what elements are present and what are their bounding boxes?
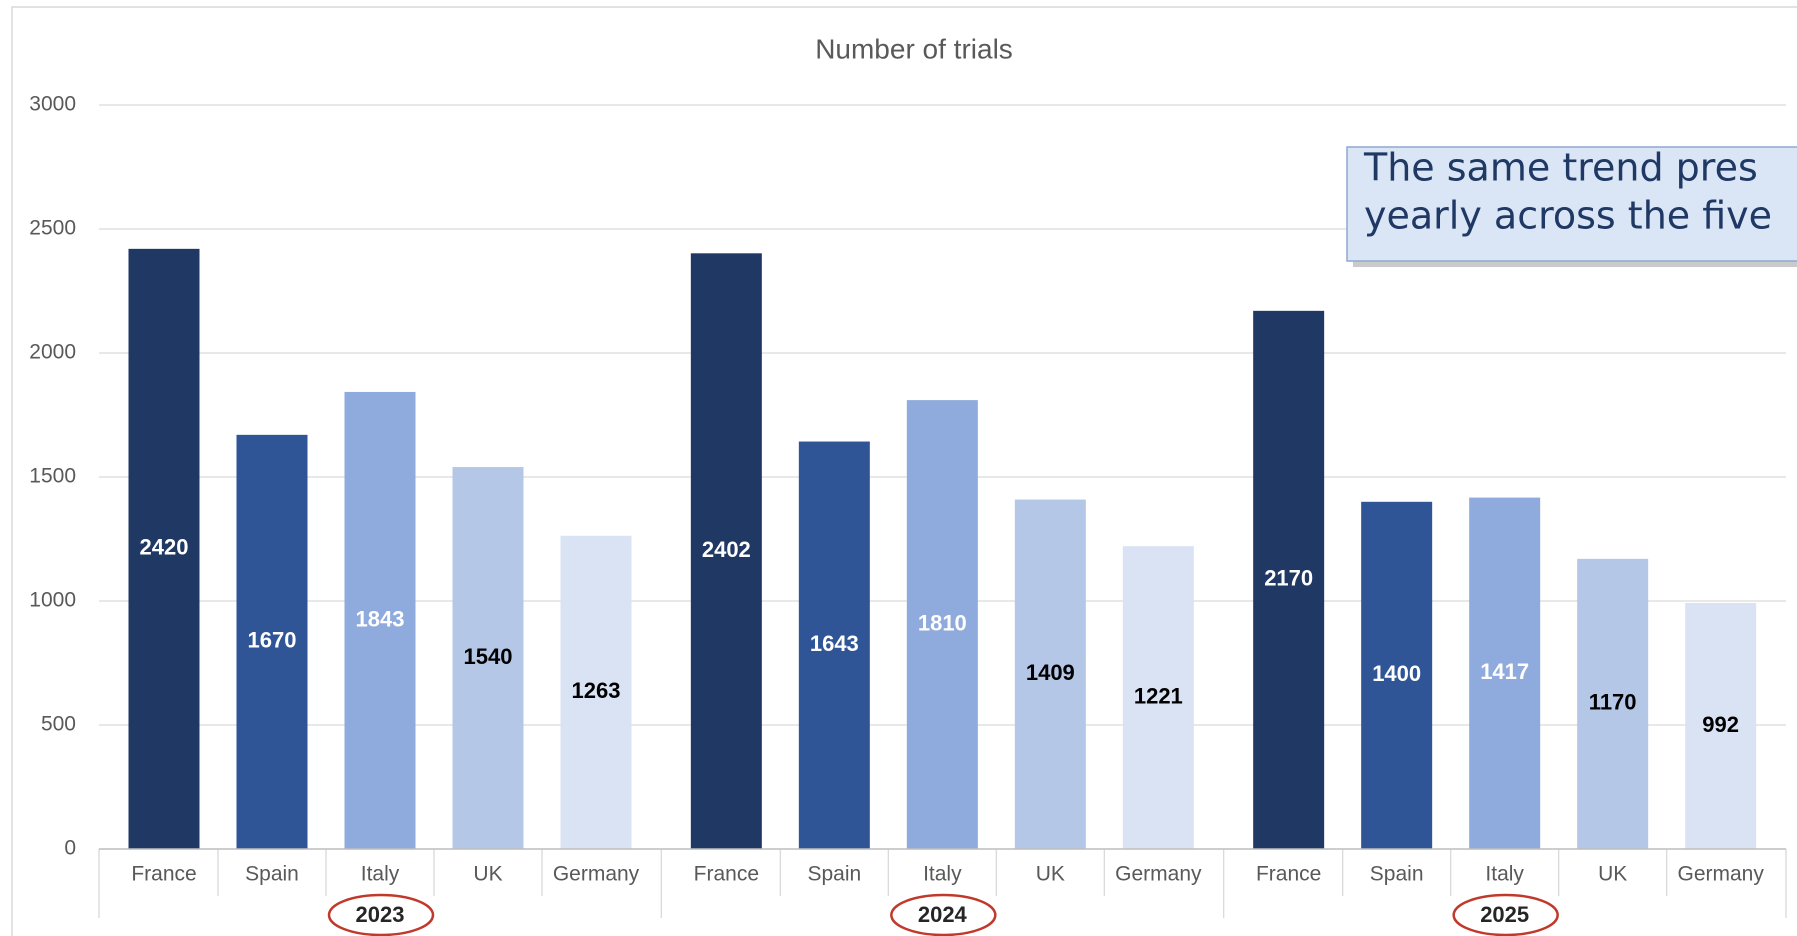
bar <box>344 391 416 849</box>
bar <box>798 441 870 849</box>
y-tick-label: 0 <box>64 837 76 860</box>
x-tick-label: France <box>1256 863 1321 886</box>
y-tick-label: 1500 <box>29 465 76 488</box>
data-label: 2170 <box>1264 566 1313 591</box>
x-tick-label: France <box>131 863 196 886</box>
data-label: 1540 <box>464 644 513 669</box>
bar <box>1253 310 1325 850</box>
y-tick-label: 500 <box>41 713 76 736</box>
annotation-text: The same trend pres <box>1363 146 1758 190</box>
year-highlight <box>890 893 997 936</box>
data-label: 1810 <box>918 610 967 635</box>
data-label: 1843 <box>356 606 405 631</box>
data-label: 1263 <box>572 678 621 703</box>
bar <box>236 434 308 849</box>
y-tick-label: 2500 <box>29 217 76 240</box>
data-label: 992 <box>1702 712 1739 737</box>
bar <box>906 400 978 849</box>
x-tick-label: Italy <box>923 863 962 886</box>
x-tick-label: Spain <box>807 863 861 886</box>
bar <box>1361 501 1433 849</box>
bar <box>1685 602 1757 849</box>
x-tick-label: Spain <box>245 863 299 886</box>
x-tick-label: UK <box>473 863 502 886</box>
x-tick-label: Germany <box>553 863 640 886</box>
data-label: 1170 <box>1589 690 1637 715</box>
data-label: 1643 <box>810 631 859 656</box>
bar <box>452 467 524 849</box>
x-tick-label: UK <box>1598 863 1627 886</box>
data-label: 1670 <box>248 628 297 653</box>
bar <box>1014 499 1086 849</box>
y-tick-label: 3000 <box>29 93 76 116</box>
group-label: 2024 <box>918 902 968 927</box>
x-tick-label: Germany <box>1115 863 1202 886</box>
data-label: 1409 <box>1026 660 1075 685</box>
data-label: 2402 <box>702 537 751 562</box>
group-label: 2023 <box>356 902 405 927</box>
x-tick-label: UK <box>1036 863 1065 886</box>
year-highlight <box>1452 893 1559 936</box>
y-tick-label: 2000 <box>29 341 76 364</box>
x-tick-label: Germany <box>1677 863 1764 886</box>
bar <box>128 248 200 850</box>
bar <box>690 253 762 849</box>
x-tick-label: Italy <box>1485 863 1524 886</box>
annotation-text: yearly across the five <box>1364 194 1772 238</box>
data-label: 1400 <box>1372 661 1421 686</box>
annotation-box <box>1346 146 1797 262</box>
bar <box>560 535 632 849</box>
x-tick-label: Italy <box>361 863 400 886</box>
bar <box>1577 558 1649 849</box>
y-tick-label: 1000 <box>29 589 76 612</box>
x-tick-label: France <box>694 863 759 886</box>
data-label: 1417 <box>1480 659 1529 684</box>
data-label: 2420 <box>140 535 189 560</box>
chart-title: Number of trials <box>815 33 1013 64</box>
group-label: 2025 <box>1480 902 1529 927</box>
year-highlight <box>327 893 435 936</box>
x-tick-label: Spain <box>1370 863 1424 886</box>
data-label: 1221 <box>1134 683 1183 708</box>
bar <box>1122 546 1194 849</box>
bar <box>1469 497 1541 849</box>
